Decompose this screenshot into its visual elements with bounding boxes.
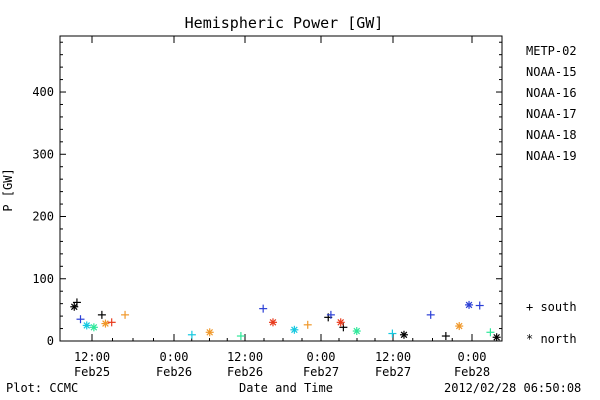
y-tick-label: 200 — [32, 210, 54, 224]
y-axis: 0 100 200 300 400 — [32, 41, 502, 348]
point-noaa-18-north-d2 — [206, 328, 214, 336]
legend-item-noaa-16: NOAA-16 — [526, 86, 577, 100]
point-noaa-19-south — [107, 318, 116, 327]
legend-item-noaa-18: NOAA-18 — [526, 128, 577, 142]
x-axis-label: Date and Time — [239, 381, 333, 395]
point-noaa-17-north-d2 — [353, 327, 361, 335]
point-noaa-15-south — [426, 310, 435, 319]
marker-key-south: + south — [526, 300, 577, 314]
x-tick-time: 12:00 — [227, 350, 263, 364]
plot-timestamp: 2012/02/28 06:50:08 — [444, 381, 582, 395]
x-axis: 12:00Feb250:00Feb2612:00Feb260:00Feb2712… — [74, 36, 490, 379]
y-tick-label: 0 — [47, 334, 54, 348]
x-tick-date: Feb27 — [303, 365, 339, 379]
point-noaa-17-south — [486, 328, 495, 337]
point-noaa-17-north — [89, 323, 98, 332]
point-metp-02-north-d2 — [70, 303, 78, 311]
point-noaa-15-south — [475, 301, 484, 310]
point-noaa-15-south — [326, 310, 335, 319]
point-noaa-17-north-d2 — [90, 324, 98, 331]
point-noaa-17-north — [352, 327, 361, 336]
point-noaa-18-north — [101, 319, 110, 328]
x-tick-time: 0:00 — [160, 350, 189, 364]
point-metp-02-north-d2 — [493, 333, 500, 341]
x-tick-date: Feb26 — [156, 365, 192, 379]
x-tick-time: 0:00 — [307, 350, 336, 364]
point-metp-02-south — [72, 298, 81, 307]
y-axis-label: P [GW] — [1, 168, 15, 211]
point-noaa-15-south — [76, 315, 85, 324]
point-metp-02-north — [492, 333, 501, 342]
point-noaa-18-north — [205, 328, 214, 337]
point-noaa-15-south — [259, 304, 268, 313]
y-tick-label: 400 — [32, 85, 54, 99]
point-noaa-17-south — [236, 332, 245, 341]
point-noaa-16-north-d2 — [291, 326, 298, 334]
x-tick-date: Feb28 — [454, 365, 490, 379]
point-noaa-19-north — [268, 318, 277, 327]
point-noaa-18-south — [303, 320, 312, 329]
point-noaa-15-north — [465, 300, 474, 309]
point-noaa-16-north — [82, 321, 91, 330]
data-points — [70, 298, 501, 342]
x-tick-date: Feb26 — [227, 365, 263, 379]
point-metp-02-north-d2 — [400, 331, 408, 339]
legend: METP-02 NOAA-15 NOAA-16 NOAA-17 NOAA-18 NOAA-… — [526, 44, 577, 163]
point-metp-02-north — [399, 330, 408, 339]
point-noaa-16-north-d2 — [83, 322, 91, 329]
point-metp-02-south — [97, 310, 106, 319]
point-noaa-19-north-d2 — [337, 319, 345, 326]
legend-item-noaa-17: NOAA-17 — [526, 107, 577, 121]
x-tick-time: 12:00 — [74, 350, 110, 364]
x-tick-date: Feb27 — [375, 365, 411, 379]
point-metp-02-north — [70, 302, 79, 311]
point-noaa-18-north — [455, 322, 464, 331]
x-tick-time: 12:00 — [375, 350, 411, 364]
point-noaa-18-north-d2 — [455, 322, 463, 330]
legend-item-noaa-15: NOAA-15 — [526, 65, 577, 79]
point-noaa-18-north-d2 — [102, 320, 109, 327]
point-noaa-15-north-d2 — [465, 301, 473, 309]
y-tick-label: 100 — [32, 272, 54, 286]
x-tick-time: 0:00 — [458, 350, 487, 364]
x-tick-date: Feb25 — [74, 365, 110, 379]
plot-frame — [59, 35, 503, 342]
chart-title: Hemispheric Power [GW] — [185, 14, 384, 32]
point-noaa-19-north — [336, 318, 345, 327]
point-noaa-16-south — [187, 330, 196, 339]
y-tick-label: 300 — [32, 147, 54, 161]
point-noaa-16-south — [388, 329, 397, 338]
point-metp-02-south — [441, 332, 450, 341]
point-noaa-16-north — [290, 325, 299, 334]
legend-item-metp-02: METP-02 — [526, 44, 577, 58]
point-noaa-18-south — [121, 310, 130, 319]
marker-key: + south * north — [526, 300, 577, 346]
marker-key-north: * north — [526, 332, 577, 346]
legend-item-noaa-19: NOAA-19 — [526, 149, 577, 163]
point-noaa-19-north-d2 — [269, 319, 277, 326]
plot-credit: Plot: CCMC — [6, 381, 79, 395]
